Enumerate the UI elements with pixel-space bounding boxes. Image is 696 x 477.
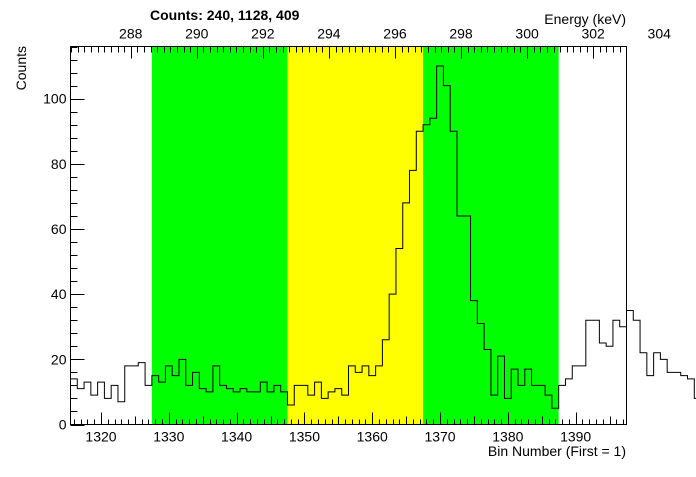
x-tick-label: 1370	[424, 429, 455, 445]
top-tick-label: 290	[185, 26, 209, 42]
top-tick-label: 292	[251, 26, 275, 42]
x-tick-label: 1330	[153, 429, 184, 445]
histogram-bin	[579, 366, 586, 425]
x-tick-label: 1340	[221, 429, 252, 445]
histogram-bin	[145, 385, 152, 424]
x-tick-label: 1360	[357, 429, 388, 445]
y-tick-label: 0	[59, 417, 67, 433]
histogram-bin	[84, 382, 91, 424]
histogram-bin	[104, 398, 111, 424]
top-tick-label: 302	[581, 26, 605, 42]
histogram-bin	[613, 320, 620, 424]
histogram-bin	[688, 379, 695, 425]
top-tick-label: 294	[317, 26, 341, 42]
y-tick-label: 60	[51, 221, 67, 237]
top-tick-label: 298	[449, 26, 473, 42]
x-tick-label: 1320	[85, 429, 116, 445]
histogram-bin	[559, 385, 566, 424]
histogram-bin	[681, 376, 688, 425]
histogram-bin	[633, 320, 640, 424]
y-tick-label: 40	[51, 286, 67, 302]
histogram-bin	[654, 353, 661, 425]
top-tick-label: 304	[648, 26, 672, 42]
y-axis-title: Counts	[13, 46, 29, 90]
histogram-bin	[599, 343, 606, 424]
x-tick-label: 1350	[289, 429, 320, 445]
histogram-bin	[565, 379, 572, 425]
histogram-bin	[606, 346, 613, 424]
histogram-bin	[572, 366, 579, 425]
histogram-bin	[627, 310, 634, 424]
histogram-bin	[620, 327, 627, 425]
y-tick-label: 100	[43, 91, 67, 107]
histogram-bin	[640, 353, 647, 425]
top-tick-label: 300	[515, 26, 539, 42]
histogram-bin	[77, 389, 84, 425]
histogram-bin	[111, 385, 118, 424]
histogram-bin	[667, 372, 674, 424]
x-axis-title: Bin Number (First = 1)	[488, 443, 626, 459]
y-tick-label: 80	[51, 156, 67, 172]
histogram-bin	[647, 376, 654, 425]
counts-title: Counts: 240, 1128, 409	[150, 7, 300, 23]
histogram-bin	[132, 366, 139, 425]
y-tick-label: 20	[51, 351, 67, 367]
histogram-bin	[593, 320, 600, 424]
histogram-bin	[674, 372, 681, 424]
histogram-bin	[138, 363, 145, 425]
top-axis-title: Energy (keV)	[544, 11, 626, 27]
top-tick-label: 296	[383, 26, 407, 42]
histogram-bin	[586, 320, 593, 424]
histogram-bin	[125, 366, 132, 425]
top-tick-label: 288	[119, 26, 143, 42]
histogram-bin	[660, 359, 667, 424]
